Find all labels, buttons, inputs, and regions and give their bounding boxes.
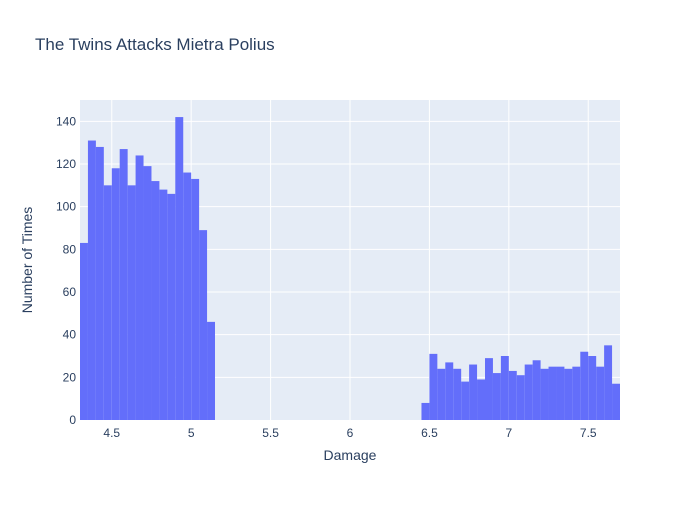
histogram-bar[interactable] (580, 351, 589, 420)
histogram-bar[interactable] (548, 366, 557, 420)
y-tick-label: 120 (56, 157, 76, 171)
histogram-bar[interactable] (461, 381, 470, 420)
y-tick-label: 100 (56, 200, 76, 214)
x-tick-label: 4.5 (103, 426, 120, 440)
histogram-bar[interactable] (516, 375, 525, 420)
histogram-bar[interactable] (95, 146, 104, 420)
histogram-bar[interactable] (151, 181, 160, 420)
histogram-bar[interactable] (500, 356, 509, 420)
histogram-bar[interactable] (167, 193, 176, 420)
histogram-bar[interactable] (421, 402, 430, 420)
histogram-bar[interactable] (564, 368, 573, 420)
histogram-bar[interactable] (175, 117, 184, 421)
x-tick-label: 7 (505, 426, 512, 440)
histogram-bar[interactable] (508, 370, 517, 420)
histogram-bar[interactable] (524, 364, 533, 420)
x-tick-label: 5 (188, 426, 195, 440)
histogram-bar[interactable] (437, 368, 446, 420)
histogram-bar[interactable] (532, 360, 541, 420)
histogram-bar[interactable] (485, 358, 493, 420)
x-tick-label: 5.5 (262, 426, 279, 440)
y-tick-label: 80 (63, 242, 77, 256)
histogram-bar[interactable] (191, 178, 200, 420)
histogram-bar[interactable] (612, 383, 620, 420)
histogram-bar[interactable] (429, 353, 438, 420)
chart-title: The Twins Attacks Mietra Polius (35, 35, 275, 54)
y-axis-title: Number of Times (19, 207, 35, 314)
histogram-bar[interactable] (119, 149, 128, 421)
histogram-bar[interactable] (445, 362, 454, 420)
histogram-bar[interactable] (87, 140, 96, 421)
x-axis-title: Damage (324, 447, 377, 463)
histogram-bar[interactable] (111, 168, 120, 420)
histogram-bar[interactable] (572, 366, 581, 420)
y-tick-label: 0 (69, 413, 76, 427)
y-tick-label: 40 (63, 328, 77, 342)
histogram-bar[interactable] (556, 366, 565, 420)
histogram-bar[interactable] (207, 321, 215, 420)
histogram-bar[interactable] (453, 368, 462, 420)
x-tick-label: 7.5 (580, 426, 597, 440)
histogram-bar[interactable] (80, 242, 88, 420)
histogram-bar[interactable] (477, 379, 485, 420)
y-axis-ticks: 0 20 40 60 80 100 120 140 (56, 114, 76, 427)
histogram-bar[interactable] (159, 189, 168, 420)
histogram-bar[interactable] (604, 345, 613, 420)
histogram-bar[interactable] (135, 155, 144, 420)
histogram-bar[interactable] (103, 185, 112, 420)
x-axis-ticks: 4.5 5 5.5 6 6.5 7 7.5 (103, 426, 596, 440)
bars (80, 117, 620, 421)
y-tick-label: 60 (63, 285, 77, 299)
y-tick-label: 20 (63, 370, 77, 384)
histogram-bar[interactable] (492, 373, 501, 420)
histogram-bar[interactable] (469, 364, 478, 420)
x-tick-label: 6.5 (421, 426, 438, 440)
histogram-bar[interactable] (596, 366, 605, 420)
histogram-bar[interactable] (143, 166, 152, 420)
histogram-bar[interactable] (127, 185, 136, 420)
histogram-bar[interactable] (588, 356, 597, 420)
x-tick-label: 6 (347, 426, 354, 440)
y-tick-label: 140 (56, 114, 76, 128)
histogram-bar[interactable] (199, 230, 208, 420)
histogram-bar[interactable] (540, 368, 549, 420)
histogram-bar[interactable] (183, 172, 192, 420)
